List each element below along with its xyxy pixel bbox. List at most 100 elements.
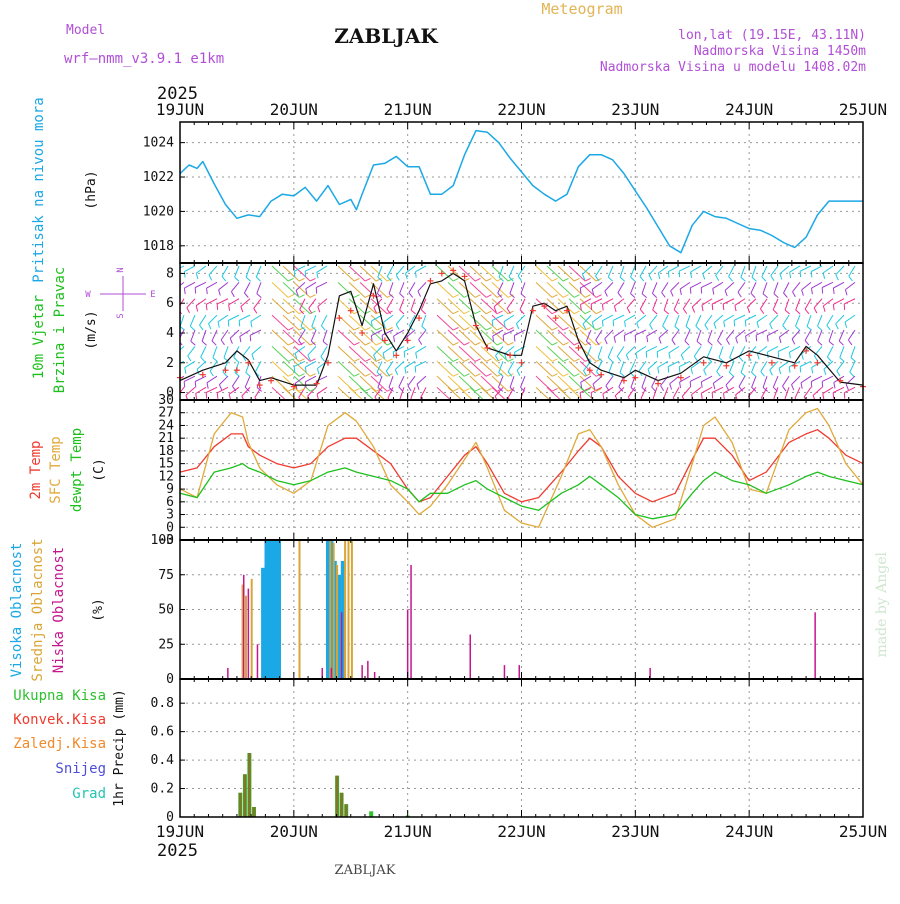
wind-barb-flag	[739, 357, 743, 362]
wind-barb	[620, 361, 624, 372]
wind-barb-flag	[792, 339, 795, 344]
wind-barb	[805, 330, 811, 340]
wind-barb	[697, 330, 701, 341]
wind-barb-flag	[620, 277, 625, 281]
wind-barb-flag	[646, 352, 647, 358]
wind-barb	[219, 376, 228, 384]
wind-barb	[767, 346, 778, 352]
wind-barb-flag	[574, 295, 579, 298]
wind-barb	[618, 282, 624, 292]
wind-barb-flag	[453, 311, 458, 314]
wind-barb	[592, 282, 602, 289]
wind-barb-flag	[409, 293, 413, 298]
wind-barb	[691, 266, 701, 272]
wind-barb-flag	[627, 308, 630, 313]
wind-barb-flag	[405, 368, 406, 374]
wind-barb-flag	[605, 339, 608, 344]
wind-barb	[659, 330, 668, 338]
wind-barb-flag	[508, 359, 513, 362]
wind-barb	[305, 376, 316, 382]
panel-frame-temp	[180, 400, 863, 540]
wind-barb	[184, 282, 195, 288]
wind-barb-flag	[805, 309, 809, 314]
wind-barb-flag	[256, 277, 260, 281]
wind-barb-flag	[792, 385, 794, 391]
wind-barb-flag	[486, 374, 491, 377]
wind-barb	[404, 346, 415, 351]
wind-barb	[681, 346, 690, 354]
wind-barb-flag	[563, 311, 568, 314]
wind-barb-flag	[790, 352, 791, 358]
wind-barb-flag	[453, 389, 458, 392]
wind-barb	[212, 330, 217, 341]
wind-barb	[399, 376, 404, 387]
wind-barb	[504, 315, 514, 322]
cloud-low-bar	[519, 665, 521, 679]
wind-barb	[790, 346, 801, 352]
wind-barb	[605, 282, 613, 291]
wind-barb	[416, 266, 427, 272]
wind-barb	[631, 266, 635, 277]
wind-barb-flag	[726, 385, 729, 390]
wind-barb-flag	[664, 310, 669, 314]
wind-barb	[801, 376, 811, 383]
wind-barb-flag	[475, 342, 480, 345]
wind-barb	[683, 299, 690, 309]
wind-barb	[822, 376, 833, 381]
wind-barb	[222, 266, 228, 276]
wind-barb	[818, 330, 822, 341]
wind-barb-flag	[294, 271, 295, 277]
wind-barb-flag	[305, 271, 306, 277]
wind-barb-flag	[354, 359, 359, 362]
cloud-high-label: Visoka Oblacnost	[9, 543, 25, 678]
wind-barb-flag	[387, 359, 392, 362]
wind-barb	[796, 315, 801, 326]
wind-barb-flag	[246, 277, 251, 281]
wind-barb-flag	[354, 295, 359, 298]
wind-barb-flag	[310, 374, 315, 377]
wind-barb	[389, 376, 393, 387]
wind-barb-flag	[751, 293, 755, 297]
wind-barb	[851, 346, 855, 357]
wind-barb-flag	[752, 372, 756, 376]
wind-barb-flag	[834, 383, 835, 389]
wind-barb	[717, 361, 723, 371]
wind-barb-flag	[574, 342, 579, 345]
wind-barb-flag	[207, 383, 208, 389]
model-altitude-label: Nadmorska Visina u modelu 1408.02m	[600, 60, 866, 75]
cloud-low-bar	[361, 665, 363, 679]
wind-barb	[178, 299, 184, 309]
wind-barb-flag	[365, 278, 370, 281]
y-tick-label: 0.8	[151, 696, 174, 711]
x-day-label-bottom: 22JUN	[497, 822, 545, 841]
wind-barb-flag	[585, 311, 590, 314]
x-day-label-bottom: 23JUN	[611, 822, 659, 841]
wind-barb-flag	[770, 370, 773, 375]
wind-barb	[746, 330, 756, 336]
wind-barb-flag	[475, 389, 480, 392]
wind-barb-flag	[608, 357, 612, 361]
wind-barb	[642, 282, 646, 293]
wind-barb	[229, 299, 239, 305]
cloud-low-bar	[331, 668, 333, 679]
wind-barb-flag	[779, 368, 780, 374]
wind-barb	[252, 346, 261, 354]
wind-barb	[626, 346, 635, 354]
wind-barb	[779, 330, 789, 337]
wind-barb-flag	[552, 389, 557, 392]
wind-barb	[386, 361, 393, 371]
wind-barb-flag	[784, 293, 788, 298]
precip-total-bar	[369, 811, 373, 817]
wind-barb	[792, 330, 800, 339]
wind-barb-flag	[736, 338, 738, 344]
wind-barb-flag	[702, 305, 703, 311]
wind-barb	[598, 346, 602, 357]
wind-barb	[730, 346, 734, 357]
wind-barb-flag	[833, 393, 834, 399]
cloud-mid-bar	[299, 540, 301, 679]
wind-barb-flag	[299, 374, 304, 377]
wind-barb-flag	[851, 358, 856, 362]
wind-barb	[813, 387, 822, 395]
wind-barb-flag	[404, 352, 405, 358]
wind-barb-flag	[486, 328, 491, 331]
